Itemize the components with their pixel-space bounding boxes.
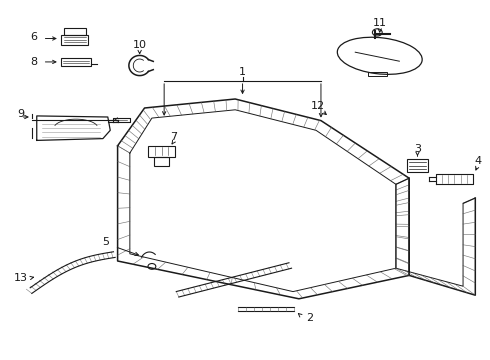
Text: 13: 13 <box>14 273 27 283</box>
Bar <box>64 28 86 35</box>
Text: 1: 1 <box>239 67 246 77</box>
Text: 6: 6 <box>30 32 37 42</box>
Text: 2: 2 <box>306 312 313 323</box>
Bar <box>407 159 428 172</box>
Text: 10: 10 <box>133 40 147 50</box>
Text: 7: 7 <box>171 132 177 142</box>
Bar <box>61 58 91 66</box>
Text: 5: 5 <box>102 237 109 247</box>
Bar <box>368 72 387 76</box>
Text: 12: 12 <box>311 101 324 111</box>
Bar <box>148 146 175 157</box>
Text: 8: 8 <box>30 57 37 67</box>
Bar <box>154 157 169 166</box>
Text: 11: 11 <box>373 18 387 28</box>
Text: 3: 3 <box>414 144 421 154</box>
Text: 9: 9 <box>17 109 24 119</box>
Text: 4: 4 <box>474 156 481 166</box>
Bar <box>61 35 88 45</box>
